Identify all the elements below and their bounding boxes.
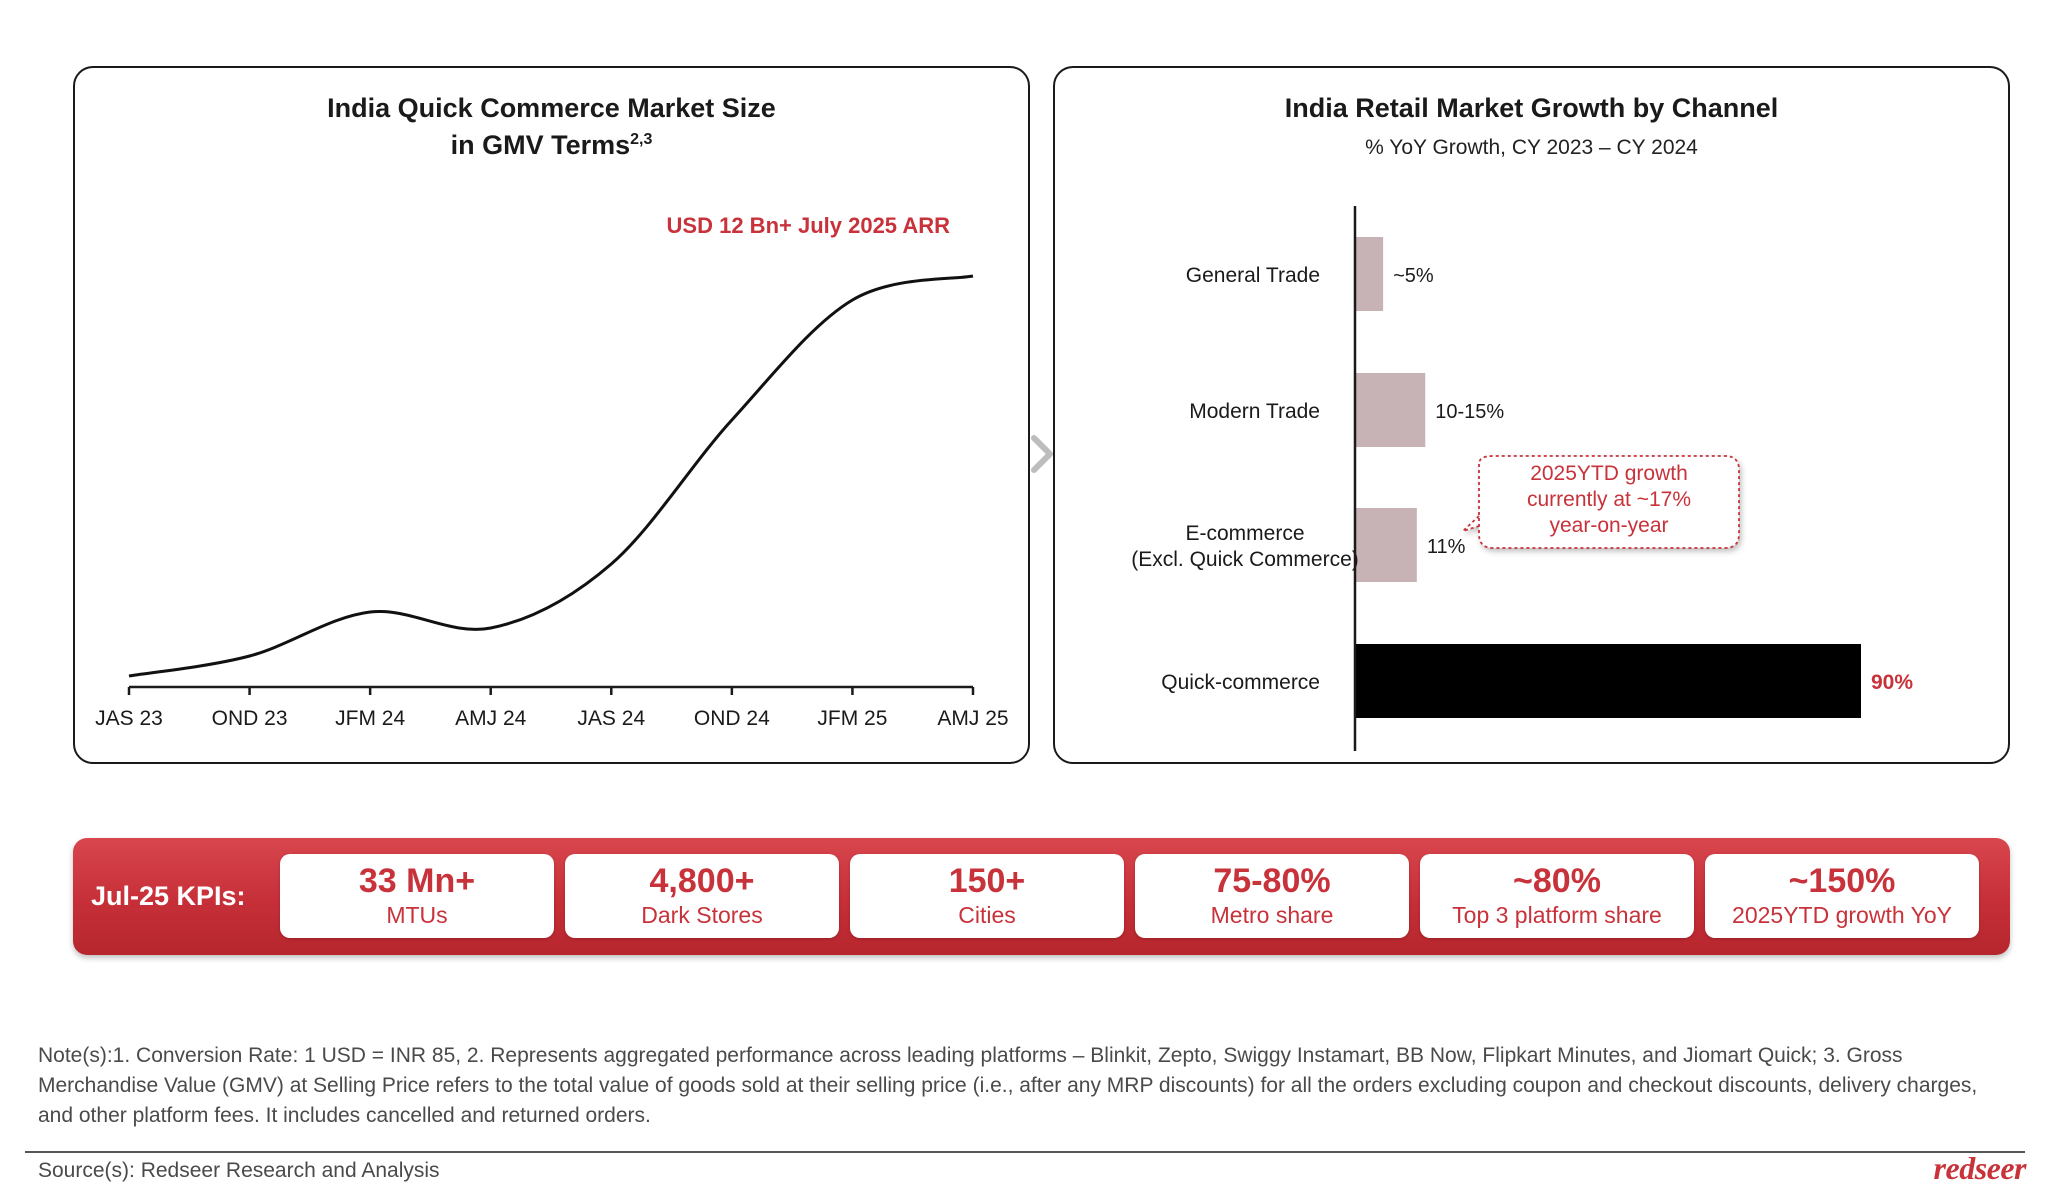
kpi-card: ~80% Top 3 platform share: [1420, 854, 1694, 938]
bar-category-label: E-commerce: [1185, 522, 1304, 545]
kpi-card: ~150% 2025YTD growth YoY: [1705, 854, 1979, 938]
bar-chart-subtitle: % YoY Growth, CY 2023 – CY 2024: [1365, 136, 1698, 159]
gmv-series-line: [128, 274, 974, 678]
line-chart: USD 12 Bn+ July 2025 ARR JAS 23 OND 23 JFM…: [95, 213, 1009, 730]
kpi-band-label: Jul-25 KPIs:: [91, 881, 246, 911]
x-tick-label: AMJ 25: [937, 707, 1008, 730]
ytd-growth-callout: 2025YTD growth currently at ~17% year-on-y…: [1462, 455, 1740, 549]
x-tick-label: JFM 24: [335, 707, 405, 730]
kpi-label: Top 3 platform share: [1452, 902, 1662, 928]
kpi-card: 4,800+ Dark Stores: [565, 854, 839, 938]
bar-chart-title: India Retail Market Growth by Channel: [1284, 93, 1779, 123]
footnotes: Note(s):1. Conversion Rate: 1 USD = INR …: [38, 1044, 1978, 1127]
line-chart-title-main: in GMV Terms: [450, 130, 631, 160]
kpi-value: ~80%: [1513, 862, 1601, 900]
kpi-value: 33 Mn+: [358, 862, 476, 900]
line-chart-title-superscript: 2,3: [630, 131, 653, 148]
x-tick-label: JFM 25: [817, 707, 887, 730]
callout-text-line: 2025YTD growth: [1530, 462, 1688, 485]
kpi-band: Jul-25 KPIs: 33 Mn+ MTUs 4,800+ Dark Stores…: [73, 838, 2010, 955]
kpi-card: 33 Mn+ MTUs: [280, 854, 554, 938]
kpi-value: 4,800+: [649, 862, 755, 900]
kpi-label: Cities: [958, 902, 1016, 928]
x-tick-label: JAS 24: [577, 707, 645, 730]
kpi-label: Metro share: [1210, 902, 1334, 928]
x-tick-label: OND 24: [694, 707, 770, 730]
bar-category-label: (Excl. Quick Commerce): [1131, 548, 1359, 571]
callout-text-line: year-on-year: [1549, 514, 1668, 537]
bar-modern-trade: [1355, 373, 1426, 447]
kpi-card: 75-80% Metro share: [1135, 854, 1409, 938]
bar-series: ~5% General Trade 10-15% Modern Trade 11% E-c…: [1131, 237, 1913, 718]
arr-annotation: USD 12 Bn+ July 2025 ARR: [667, 213, 951, 238]
x-tick-label: AMJ 24: [455, 707, 527, 730]
bar-e-commerce: [1355, 508, 1417, 582]
bar-chart: ~5% General Trade 10-15% Modern Trade 11% E-c…: [1131, 206, 1913, 751]
callout-text-line: currently at ~17%: [1527, 488, 1691, 511]
bar-data-label: 90%: [1871, 671, 1913, 694]
kpi-card: 150+ Cities: [850, 854, 1124, 938]
kpi-value: 75-80%: [1213, 862, 1331, 900]
bar-category-label: Quick-commerce: [1161, 671, 1320, 694]
bar-general-trade: [1355, 237, 1384, 311]
kpi-value: ~150%: [1788, 862, 1896, 900]
line-chart-title-line1: India Quick Commerce Market Size: [327, 93, 776, 123]
chevron-right-icon: [1028, 432, 1056, 481]
bar-data-label: 10-15%: [1435, 401, 1504, 423]
line-chart-title-line2: in GMV Terms2,3: [75, 124, 1028, 161]
channel-growth-panel: India Retail Market Growth by Channel % …: [1053, 66, 2010, 764]
kpi-label: 2025YTD growth YoY: [1732, 902, 1952, 928]
footer-divider: [25, 1151, 2025, 1153]
bar-category-label: General Trade: [1186, 264, 1320, 287]
x-tick-label: OND 23: [212, 707, 288, 730]
line-chart-title: India Quick Commerce Market Size in GMV …: [75, 92, 1028, 161]
bar-data-label: ~5%: [1393, 265, 1434, 287]
kpi-value: 150+: [948, 862, 1026, 900]
bar-data-label: 11%: [1427, 536, 1466, 558]
market-size-panel: India Quick Commerce Market Size in GMV …: [73, 66, 1030, 764]
brand-logo: redseer: [1933, 1150, 2027, 1186]
callout-bubble: [1462, 455, 1740, 549]
x-tick-label: JAS 23: [95, 707, 163, 730]
bar-quick-commerce: [1355, 644, 1861, 718]
kpi-label: Dark Stores: [641, 902, 763, 928]
kpi-label: MTUs: [386, 902, 448, 928]
bar-category-label: Modern Trade: [1189, 400, 1320, 423]
source-note: Source(s): Redseer Research and Analysis: [38, 1159, 440, 1182]
x-axis-ticks: JAS 23 OND 23 JFM 24 AMJ 24 JAS 24 OND 24 JFM …: [95, 687, 1009, 730]
